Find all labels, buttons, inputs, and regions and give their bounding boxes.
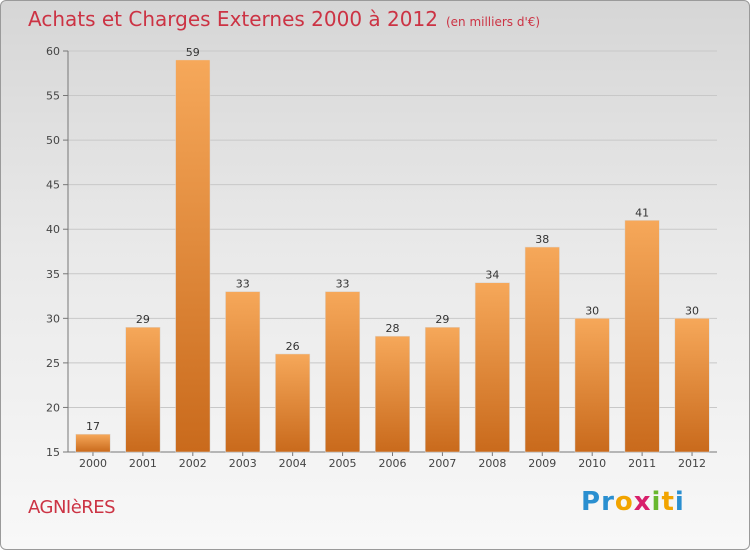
- x-tick-label: 2006: [379, 457, 407, 470]
- bar-value-label: 59: [186, 46, 200, 59]
- y-tick-label: 55: [46, 90, 60, 103]
- y-tick-label: 20: [46, 401, 60, 414]
- bar: [75, 433, 111, 453]
- bars: [75, 59, 710, 453]
- y-tick-label: 25: [46, 357, 60, 370]
- bar: [175, 59, 211, 453]
- bar: [574, 318, 610, 453]
- bar-value-label: 29: [435, 313, 449, 326]
- x-tick-label: 2012: [678, 457, 706, 470]
- bar-value-label: 38: [535, 233, 549, 246]
- y-tick-label: 15: [46, 446, 60, 459]
- chart-unit-text: (en milliers d'€): [445, 15, 541, 29]
- y-tick-label: 50: [46, 134, 60, 147]
- x-tick-label: 2004: [279, 457, 307, 470]
- proxiti-logo: Proxiti: [581, 487, 685, 517]
- bar-value-label: 30: [685, 304, 699, 317]
- x-tick-label: 2010: [578, 457, 606, 470]
- bar: [275, 353, 311, 453]
- bar: [624, 220, 660, 453]
- bar: [524, 246, 560, 453]
- x-tick-label: 2000: [79, 457, 107, 470]
- bar-value-label: 17: [86, 420, 100, 433]
- bar: [375, 335, 410, 453]
- chart-title-text: Achats et Charges Externes 2000 à 2012: [28, 7, 438, 31]
- y-tick-label: 35: [46, 268, 60, 281]
- x-tick-label: 2002: [179, 457, 207, 470]
- y-tick-label: 60: [46, 45, 60, 58]
- bar: [474, 282, 510, 453]
- logo-letter: x: [633, 487, 652, 517]
- commune-name: AGNIèRES: [28, 497, 116, 518]
- labels: 17 2000 29 2001 59 2002 33 2003 26 2004 33 2005 28 20…: [79, 46, 706, 470]
- logo-letter: t: [661, 487, 675, 517]
- bar: [424, 326, 460, 453]
- x-tick-label: 2011: [628, 457, 656, 470]
- bar-value-label: 34: [485, 269, 499, 282]
- x-tick-label: 2007: [428, 457, 456, 470]
- x-tick-label: 2001: [129, 457, 157, 470]
- logo-letter: o: [614, 487, 634, 517]
- x-tick-label: 2003: [229, 457, 257, 470]
- bar-value-label: 41: [635, 206, 649, 219]
- bar-value-label: 29: [136, 313, 150, 326]
- logo-letter: P: [581, 487, 602, 517]
- logo-letter: i: [651, 487, 662, 517]
- bar: [325, 291, 361, 453]
- x-tick-label: 2009: [528, 457, 556, 470]
- logo-letter: r: [601, 487, 615, 517]
- bar-value-label: 30: [585, 304, 599, 317]
- bar-value-label: 26: [286, 340, 300, 353]
- bar: [125, 326, 161, 453]
- bar-value-label: 33: [236, 278, 250, 291]
- logo-letter: i: [674, 487, 685, 517]
- bar: [674, 318, 710, 453]
- bar: [225, 291, 261, 453]
- x-tick-label: 2005: [329, 457, 357, 470]
- chart-title: Achats et Charges Externes 2000 à 2012 (e…: [28, 7, 540, 31]
- x-tick-label: 2008: [478, 457, 506, 470]
- y-tick-label: 45: [46, 179, 60, 192]
- bar-value-label: 33: [336, 278, 350, 291]
- bar-value-label: 28: [386, 322, 400, 335]
- y-tick-label: 30: [46, 312, 60, 325]
- y-tick-label: 40: [46, 223, 60, 236]
